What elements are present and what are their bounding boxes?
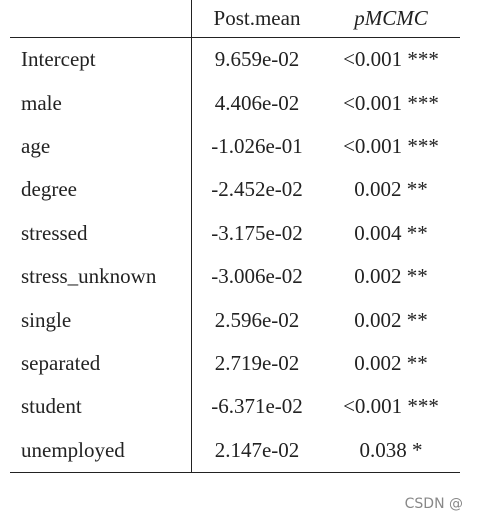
table-cell: Intercept xyxy=(10,37,192,82)
table-cell: <0.001 *** xyxy=(343,90,439,115)
table-row: student -6.371e-02 <0.001 *** xyxy=(10,385,460,429)
header-cell xyxy=(10,0,192,38)
table-cell: <0.001 *** xyxy=(343,47,439,72)
table-row: age -1.026e-01 <0.001 *** xyxy=(10,124,460,169)
results-table: Post.mean pMCMC Intercept 9.659e-02 <0.001… xyxy=(10,0,460,473)
header-cell: Post.mean xyxy=(191,0,322,38)
table-cell: 9.659e-02 xyxy=(214,47,300,72)
watermark: CSDN @ xyxy=(404,496,463,512)
table-cell: 0.038 * xyxy=(322,428,460,473)
table-row: separated 2.719e-02 0.002 ** xyxy=(10,341,460,386)
table-cell: 2.719e-02 xyxy=(214,350,300,375)
table-cell: stress_unknown xyxy=(10,254,192,299)
table-cell: single xyxy=(10,298,192,342)
table-cell: 2.147e-02 xyxy=(191,428,322,473)
header-row: Post.mean pMCMC xyxy=(10,0,460,38)
table-cell: age xyxy=(10,124,192,169)
table-cell: 0.002 ** xyxy=(354,177,428,202)
table-cell: -2.452e-02 xyxy=(211,177,303,202)
table-cell: 0.004 ** xyxy=(354,220,428,245)
table-row: male 4.406e-02 <0.001 *** xyxy=(10,81,460,125)
table-cell: unemployed xyxy=(10,428,192,473)
table-cell: stressed xyxy=(10,211,192,255)
table-row: stressed -3.175e-02 0.004 ** xyxy=(10,211,460,255)
table-cell: 2.596e-02 xyxy=(214,307,300,332)
table-row: unemployed 2.147e-02 0.038 * xyxy=(10,428,460,473)
table-cell: 0.002 ** xyxy=(354,350,428,375)
table-cell: student xyxy=(10,385,192,429)
table-row: Intercept 9.659e-02 <0.001 *** xyxy=(10,37,460,82)
table-cell: 4.406e-02 xyxy=(214,90,300,115)
table-cell: <0.001 *** xyxy=(343,133,439,158)
table-cell: degree xyxy=(10,168,192,212)
table-cell: -6.371e-02 xyxy=(211,394,303,419)
table-cell: -3.006e-02 xyxy=(211,264,303,289)
table-cell: 0.002 ** xyxy=(354,307,428,332)
table-cell: -3.175e-02 xyxy=(211,220,303,245)
table-cell: <0.001 *** xyxy=(343,394,439,419)
table-cell: separated xyxy=(10,341,192,386)
table-cell: male xyxy=(10,81,192,125)
table-row: degree -2.452e-02 0.002 ** xyxy=(10,168,460,212)
header-cell: pMCMC xyxy=(322,0,460,38)
table-body: Intercept 9.659e-02 <0.001 *** male 4.406e-0… xyxy=(10,37,460,473)
table-row: stress_unknown -3.006e-02 0.002 ** xyxy=(10,254,460,299)
table-cell: -1.026e-01 xyxy=(211,133,303,158)
table-row: single 2.596e-02 0.002 ** xyxy=(10,298,460,342)
table-cell: 0.002 ** xyxy=(354,264,428,289)
